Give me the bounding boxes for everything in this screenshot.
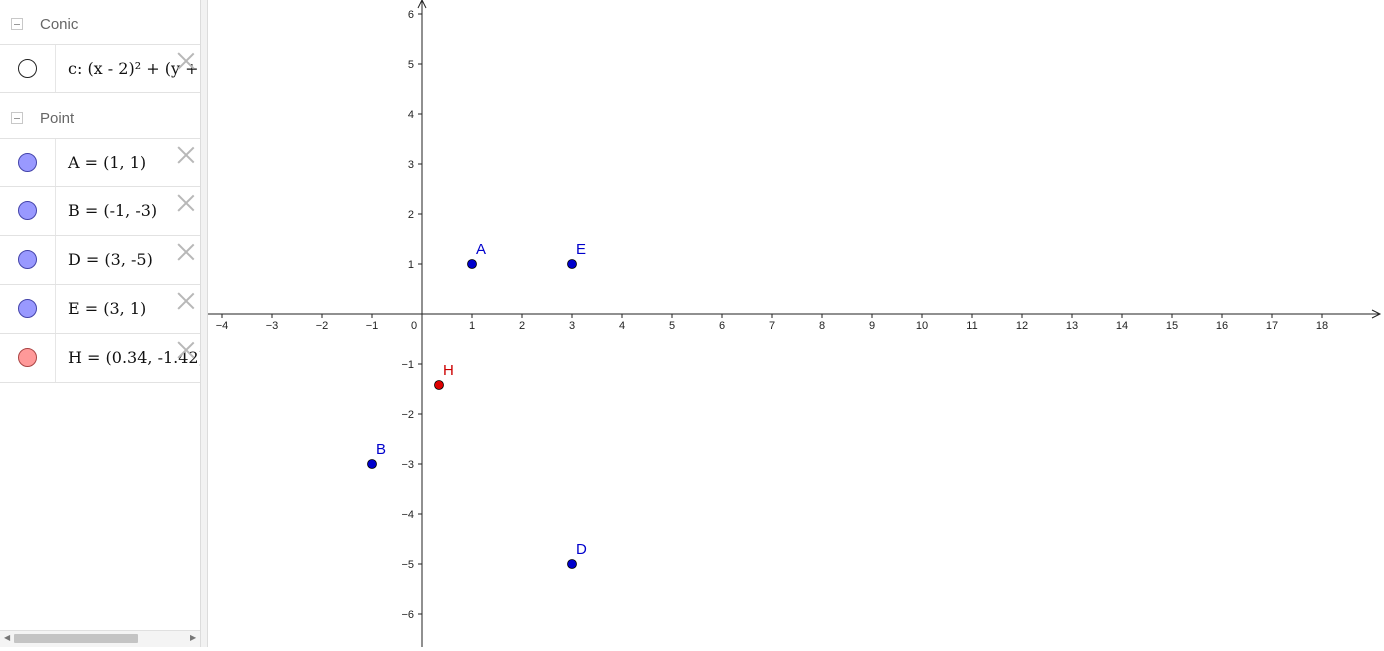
group-header-point[interactable]: Point xyxy=(0,96,200,140)
x-tick-label: 0 xyxy=(411,320,417,332)
y-tick-label: −5 xyxy=(401,559,414,571)
marble-icon[interactable] xyxy=(18,348,37,367)
x-tick-label: 13 xyxy=(1066,320,1078,332)
y-tick-label: −4 xyxy=(401,509,414,521)
x-tick-label: 17 xyxy=(1266,320,1278,332)
x-tick-label: 18 xyxy=(1316,320,1328,332)
algebra-expression[interactable]: c: (x - 2)² + (y + 2)² = 10 xyxy=(68,59,200,78)
group-label: Conic xyxy=(40,15,79,33)
algebra-expression[interactable]: E = (3, 1) xyxy=(68,299,147,318)
point-h[interactable] xyxy=(434,380,444,390)
marble-icon[interactable] xyxy=(18,153,37,172)
x-tick-label: 12 xyxy=(1016,320,1028,332)
x-tick-label: 9 xyxy=(869,320,875,332)
x-tick-label: 8 xyxy=(819,320,825,332)
x-axis-arrow-icon xyxy=(1371,309,1382,319)
delete-icon[interactable] xyxy=(176,242,196,262)
algebra-item[interactable]: H = (0.34, -1.42) xyxy=(0,334,200,383)
visibility-toggle[interactable] xyxy=(0,139,56,186)
delete-icon[interactable] xyxy=(176,145,196,165)
x-tick-label: 15 xyxy=(1166,320,1178,332)
y-tick-label: 4 xyxy=(408,109,414,121)
x-tick-label: 1 xyxy=(469,320,475,332)
point-e[interactable] xyxy=(567,259,577,269)
x-tick-label: 7 xyxy=(769,320,775,332)
x-tick-label: −2 xyxy=(316,320,329,332)
algebra-item[interactable]: B = (-1, -3) xyxy=(0,187,200,236)
view-divider[interactable] xyxy=(200,0,208,647)
algebra-item[interactable]: E = (3, 1) xyxy=(0,285,200,334)
algebra-expression[interactable]: H = (0.34, -1.42) xyxy=(68,348,200,367)
algebra-expression[interactable]: B = (-1, -3) xyxy=(68,201,158,220)
delete-icon[interactable] xyxy=(176,51,196,71)
y-axis-arrow-icon xyxy=(417,0,427,9)
x-tick-label: 6 xyxy=(719,320,725,332)
horizontal-scrollbar[interactable]: ◀ ▶ xyxy=(0,630,200,647)
x-tick-label: −1 xyxy=(366,320,379,332)
x-tick-label: 3 xyxy=(569,320,575,332)
point-label-b[interactable]: B xyxy=(376,441,386,458)
algebra-expression[interactable]: D = (3, -5) xyxy=(68,250,153,269)
y-tick-label: 5 xyxy=(408,59,414,71)
point-b[interactable] xyxy=(367,459,377,469)
y-tick-label: 6 xyxy=(408,9,414,21)
algebra-item[interactable]: D = (3, -5) xyxy=(0,236,200,285)
x-tick-label: −3 xyxy=(266,320,279,332)
coordinate-plane[interactable]: −4 −3 −2 −1 0 1 2 3 4 5 6 7 8 9 10 11 12 13 14 15 16 17 186543… xyxy=(208,0,1384,647)
scroll-right-icon[interactable]: ▶ xyxy=(190,633,197,642)
x-tick-label: −4 xyxy=(216,320,229,332)
x-tick-label: 2 xyxy=(519,320,525,332)
x-tick-label: 14 xyxy=(1116,320,1128,332)
algebra-expression[interactable]: A = (1, 1) xyxy=(68,153,147,172)
point-d[interactable] xyxy=(567,559,577,569)
scrollbar-thumb[interactable] xyxy=(14,634,138,643)
y-tick-label: −1 xyxy=(401,359,414,371)
delete-icon[interactable] xyxy=(176,340,196,360)
scroll-left-icon[interactable]: ◀ xyxy=(4,633,11,642)
collapse-icon[interactable] xyxy=(11,18,23,30)
algebra-item[interactable]: c: (x - 2)² + (y + 2)² = 10 xyxy=(0,44,200,93)
point-a[interactable] xyxy=(467,259,477,269)
marble-icon[interactable] xyxy=(18,250,37,269)
point-label-h[interactable]: H xyxy=(443,362,454,379)
visibility-toggle[interactable] xyxy=(0,285,56,333)
visibility-toggle[interactable] xyxy=(0,236,56,284)
point-label-d[interactable]: D xyxy=(576,541,587,558)
x-tick-label: 10 xyxy=(916,320,928,332)
point-label-a[interactable]: A xyxy=(476,241,486,258)
y-tick-label: 2 xyxy=(408,209,414,221)
delete-icon[interactable] xyxy=(176,291,196,311)
graphics-view[interactable]: −4 −3 −2 −1 0 1 2 3 4 5 6 7 8 9 10 11 12 13 14 15 16 17 18 6 5 4 3… xyxy=(208,0,1384,647)
x-tick-label: 11 xyxy=(966,320,977,332)
visibility-toggle[interactable] xyxy=(0,45,56,92)
point-label-e[interactable]: E xyxy=(576,241,586,258)
group-label: Point xyxy=(40,109,75,127)
delete-icon[interactable] xyxy=(176,193,196,213)
visibility-toggle[interactable] xyxy=(0,187,56,235)
algebra-item[interactable]: A = (1, 1) xyxy=(0,138,200,187)
marble-icon[interactable] xyxy=(18,59,37,78)
algebra-view: Conic c: (x - 2)² + (y + 2)² = 10 Point A =… xyxy=(0,0,200,647)
y-tick-label: 3 xyxy=(408,159,414,171)
x-tick-label: 4 xyxy=(619,320,625,332)
y-tick-label: −6 xyxy=(401,609,414,621)
collapse-icon[interactable] xyxy=(11,112,23,124)
marble-icon[interactable] xyxy=(18,201,37,220)
x-tick-label: 5 xyxy=(669,320,675,332)
marble-icon[interactable] xyxy=(18,299,37,318)
group-header-conic[interactable]: Conic xyxy=(0,2,200,46)
y-tick-label: −2 xyxy=(401,409,414,421)
x-tick-label: 16 xyxy=(1216,320,1228,332)
y-tick-label: −3 xyxy=(401,459,414,471)
y-tick-label: 1 xyxy=(408,259,414,271)
visibility-toggle[interactable] xyxy=(0,334,56,382)
